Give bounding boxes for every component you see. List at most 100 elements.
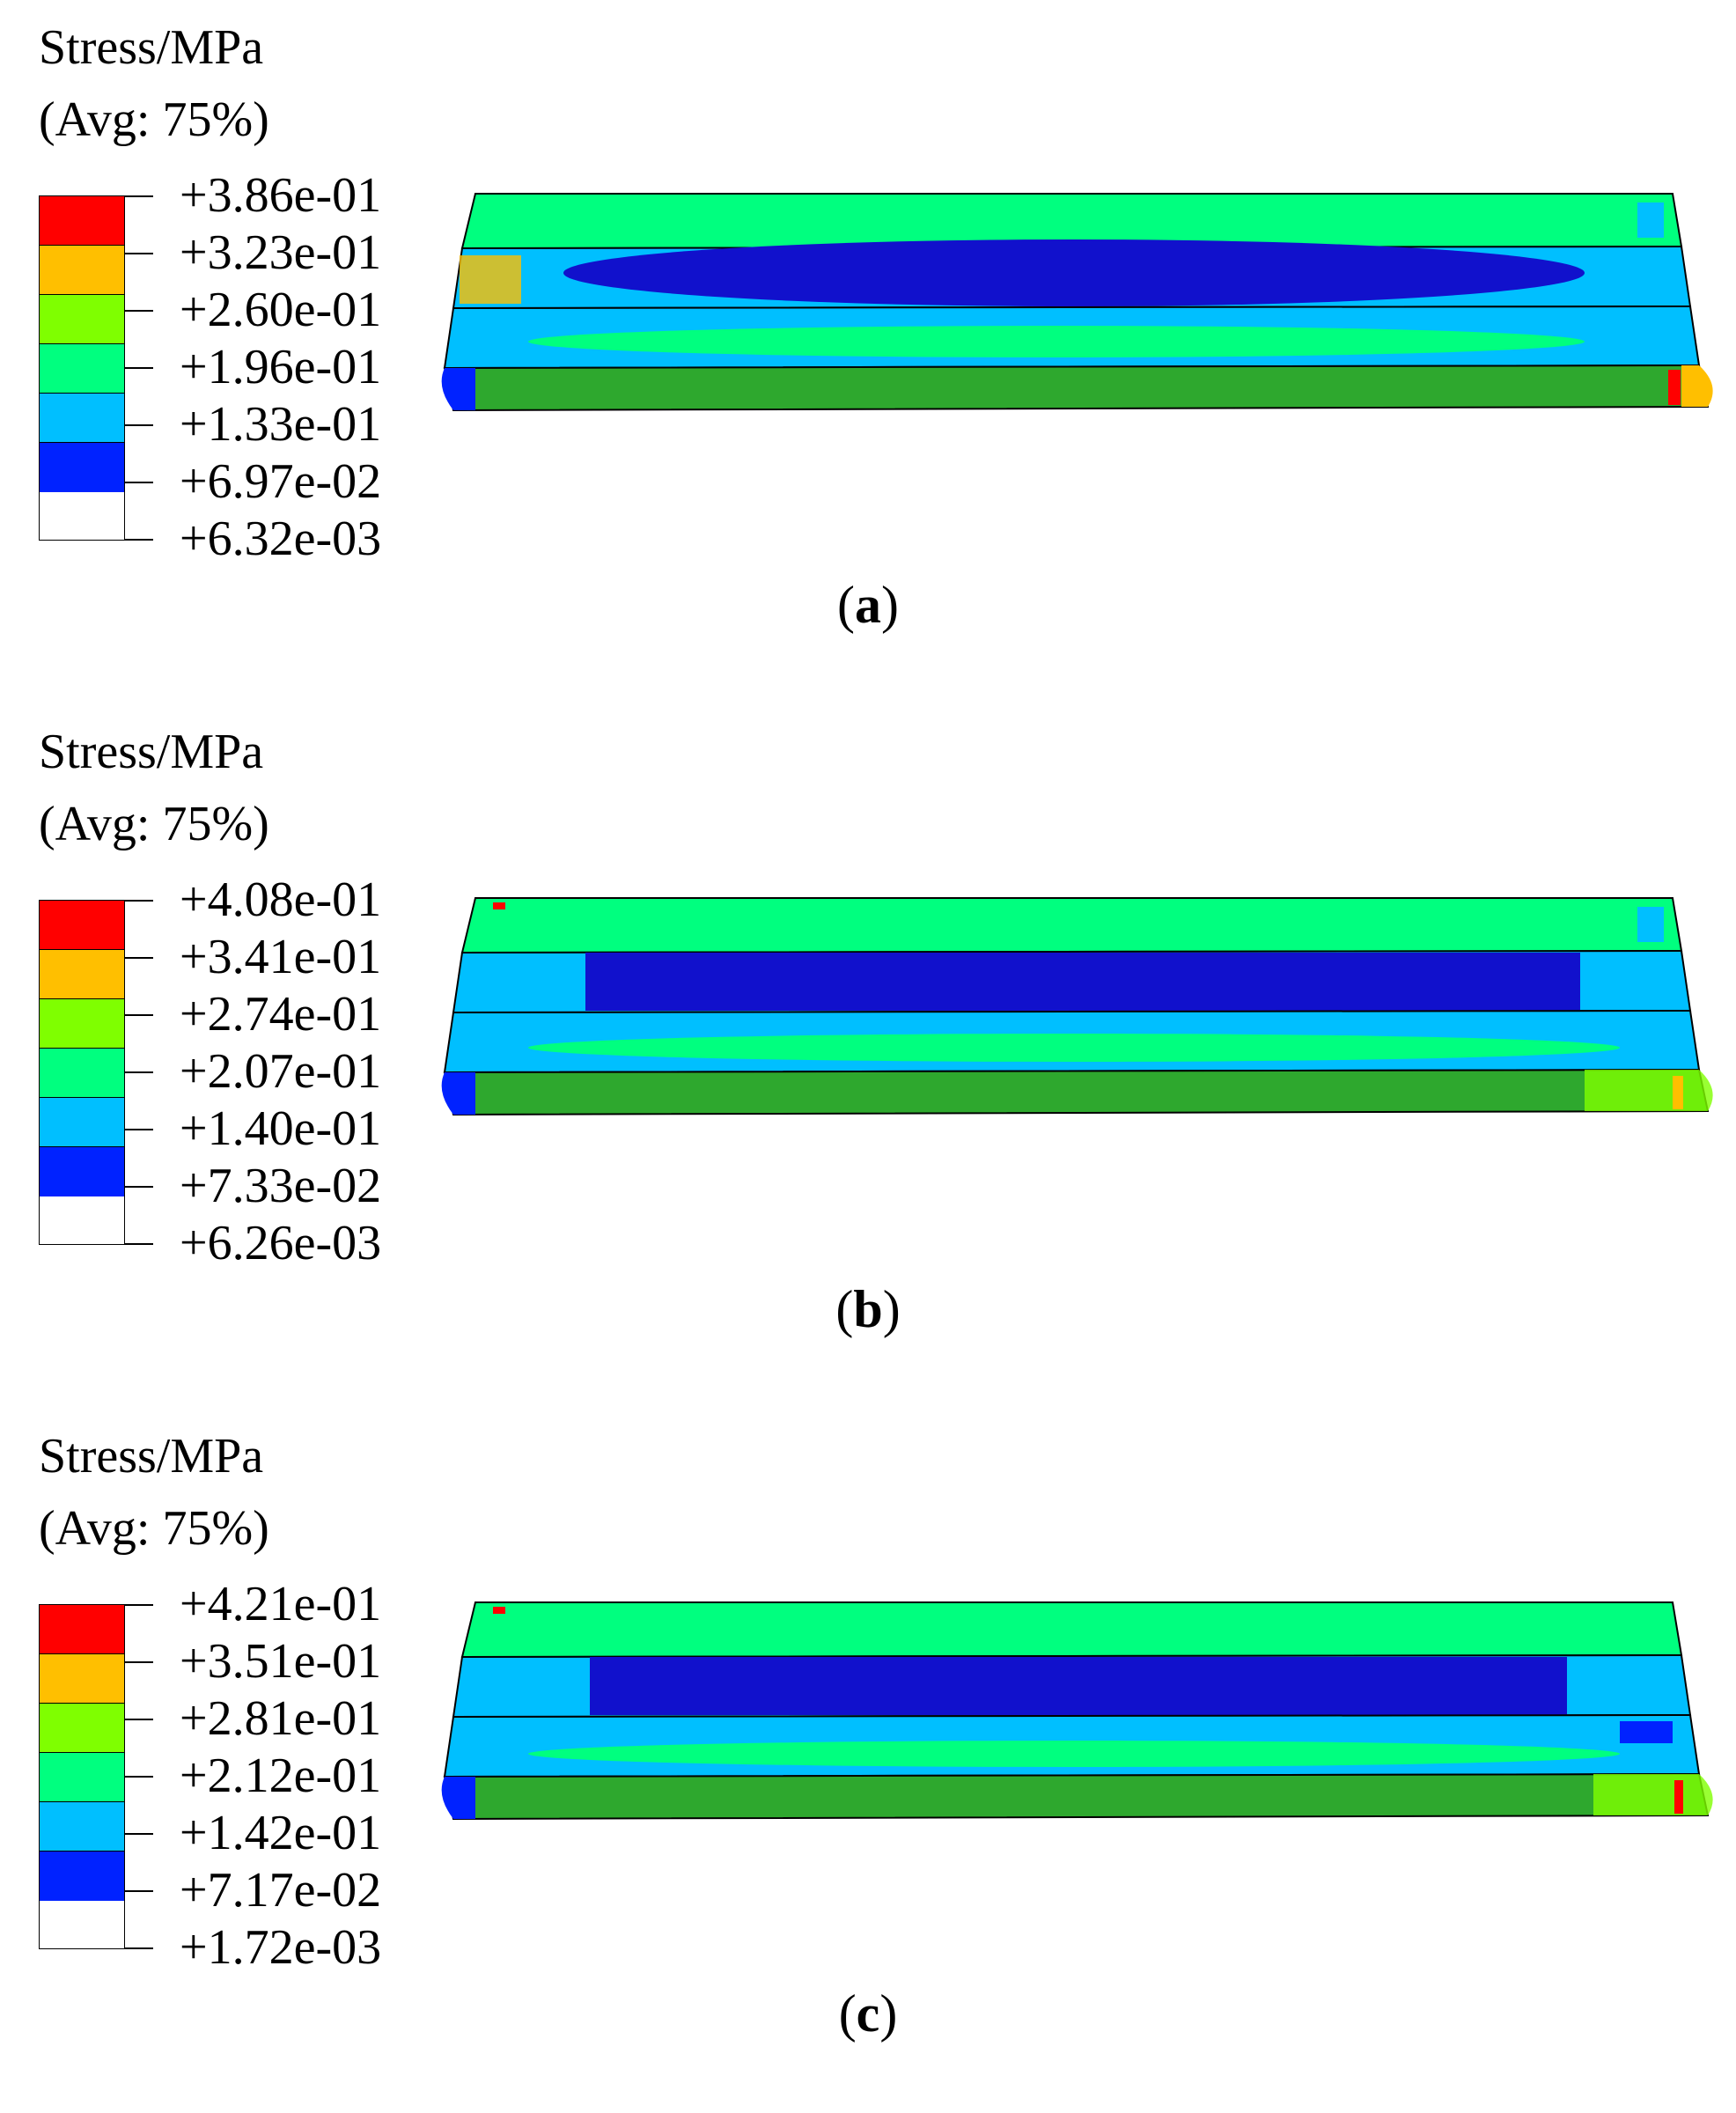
right-edge-zone (1637, 907, 1664, 942)
legend-tick (125, 1661, 153, 1663)
mid-stress-band (528, 1741, 1620, 1767)
color-bar-cell-blue (40, 443, 124, 492)
color-bar (39, 1604, 125, 1949)
legend-tick (125, 1014, 153, 1016)
legend-subtitle: (Avg: 75%) (39, 92, 269, 147)
panel-b: Stress/MPa (Avg: 75%) +4.08e-01 +3.41e-0… (0, 704, 1736, 1409)
legend-value: +2.60e-01 (180, 283, 382, 337)
legend-tick (125, 1833, 153, 1835)
right-edge-zone (1637, 202, 1664, 238)
left-end-cap (441, 368, 475, 410)
legend-value: +3.86e-01 (180, 168, 382, 223)
legend-value: +7.33e-02 (180, 1159, 382, 1213)
color-bar-cell-red (40, 196, 124, 246)
color-bar (39, 195, 125, 541)
stress-contour-model (441, 193, 1713, 412)
legend-value: +6.32e-03 (180, 512, 382, 566)
legend-tick (125, 253, 153, 254)
color-bar-cell-yellow-green (40, 1704, 124, 1753)
legend-tick (125, 482, 153, 483)
color-bar-cell-yellow-green (40, 295, 124, 344)
legend-tick (125, 367, 153, 369)
legend-value: +3.41e-01 (180, 930, 382, 984)
low-stress-zone (563, 239, 1585, 306)
legend-subtitle: (Avg: 75%) (39, 797, 269, 851)
peak-stress-spot (1668, 370, 1681, 405)
color-bar-cell-blue (40, 1147, 124, 1196)
low-stress-zone (585, 953, 1580, 1011)
legend-value: +3.23e-01 (180, 225, 382, 280)
legend-subtitle: (Avg: 75%) (39, 1501, 269, 1556)
legend-title: Stress/MPa (39, 1429, 264, 1484)
legend-value: +6.26e-03 (180, 1216, 382, 1270)
front-face (443, 1068, 1710, 1116)
color-bar-cell-blue (40, 1852, 124, 1901)
right-end-zone (1593, 1774, 1713, 1815)
panel-a: Stress/MPa (Avg: 75%) +3.86e-01 +3.23e-0… (0, 0, 1736, 704)
legend-tick (125, 957, 153, 959)
panel-caption: (b) (835, 1280, 901, 1338)
legend-value: +2.74e-01 (180, 987, 382, 1042)
legend-tick (125, 1243, 153, 1245)
legend-tick (125, 900, 153, 902)
color-bar (39, 900, 125, 1245)
color-bar-cell-green (40, 1753, 124, 1802)
right-stress-spot (1673, 1076, 1683, 1109)
mid-stress-band (528, 326, 1585, 357)
legend-tick (125, 424, 153, 426)
right-low-zone (1620, 1721, 1673, 1743)
legend-tick (125, 195, 153, 197)
color-bar-cell-green (40, 1049, 124, 1098)
low-stress-zone (590, 1657, 1567, 1715)
color-bar-cell-red (40, 901, 124, 950)
corner-stress-spot (493, 902, 505, 909)
legend-value: +3.51e-01 (180, 1634, 382, 1689)
panel-c: Stress/MPa (Avg: 75%) +4.21e-01 +3.51e-0… (0, 1409, 1736, 2113)
legend-tick (125, 1186, 153, 1188)
legend-value: +1.96e-01 (180, 340, 382, 394)
right-end-zone (1585, 1070, 1713, 1111)
legend-tick (125, 1947, 153, 1949)
left-end-cap (441, 1072, 475, 1115)
legend-value: +6.97e-02 (180, 454, 382, 509)
legend-tick (125, 1071, 153, 1073)
stress-contour-model (441, 897, 1713, 1116)
panel-caption: (a) (837, 576, 899, 634)
right-end-cap (1681, 365, 1713, 407)
upper-top-face (460, 1601, 1683, 1659)
panel-caption: (c) (838, 1984, 898, 2043)
color-bar-cell-red (40, 1605, 124, 1654)
legend-value: +2.12e-01 (180, 1749, 382, 1803)
color-bar-cell-cyan (40, 1098, 124, 1147)
left-end-cap (441, 1777, 475, 1819)
legend-value: +1.72e-03 (180, 1920, 382, 1975)
legend-value: +2.81e-01 (180, 1691, 382, 1746)
corner-stress-spot (493, 1607, 505, 1614)
legend-value: +1.42e-01 (180, 1806, 382, 1860)
legend-value: +4.21e-01 (180, 1577, 382, 1631)
legend-tick (125, 1719, 153, 1720)
color-bar-cell-cyan (40, 394, 124, 443)
legend-tick (125, 310, 153, 312)
legend-tick (125, 539, 153, 541)
peak-stress-spot (1674, 1780, 1683, 1814)
legend-title: Stress/MPa (39, 20, 264, 75)
legend-tick (125, 1890, 153, 1892)
color-bar-cell-yellow-green (40, 999, 124, 1049)
left-stress-concentration (460, 255, 521, 304)
color-bar-cell-orange (40, 1654, 124, 1704)
color-bar-cell-green (40, 344, 124, 394)
legend-value: +2.07e-01 (180, 1044, 382, 1099)
legend-title: Stress/MPa (39, 725, 264, 779)
color-bar-cell-orange (40, 246, 124, 295)
color-bar-cell-cyan (40, 1802, 124, 1852)
mid-stress-band (528, 1034, 1620, 1062)
legend-tick (125, 1604, 153, 1606)
legend-tick (125, 1776, 153, 1778)
legend-value: +1.40e-01 (180, 1101, 382, 1156)
legend-value: +4.08e-01 (180, 872, 382, 927)
legend-value: +1.33e-01 (180, 397, 382, 452)
front-face (443, 364, 1710, 412)
legend-tick (125, 1129, 153, 1130)
front-face (443, 1772, 1710, 1821)
